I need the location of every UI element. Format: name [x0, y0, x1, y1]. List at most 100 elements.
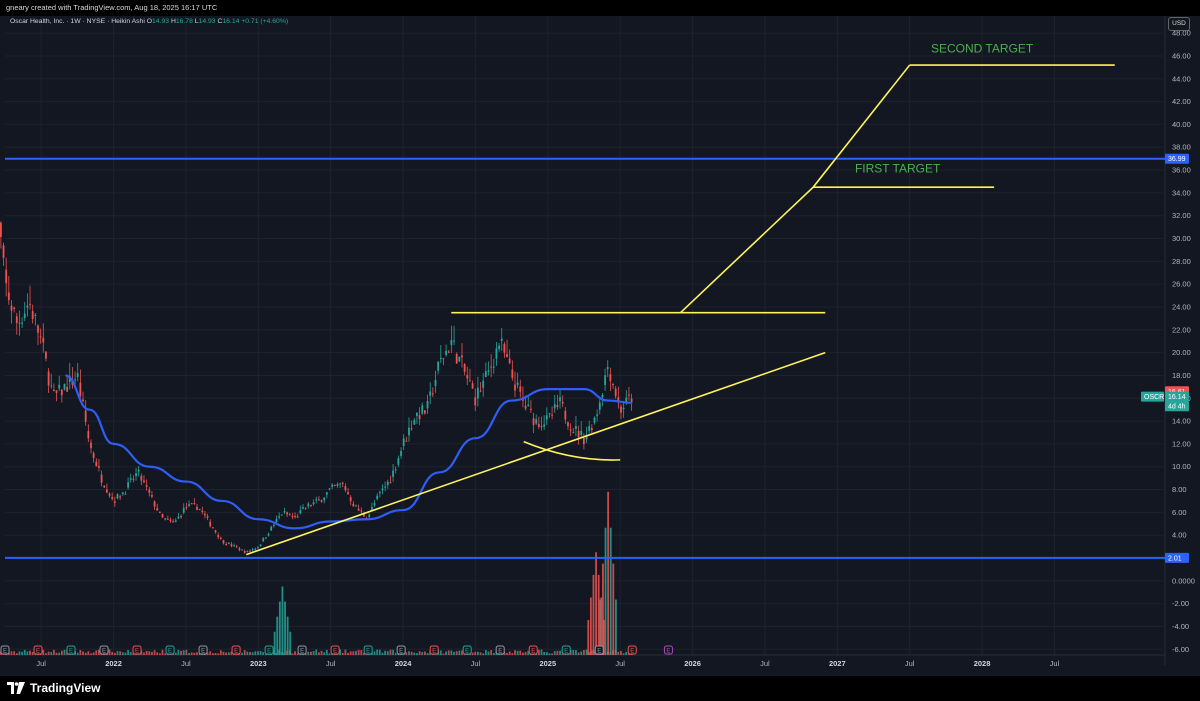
- candle-body: [394, 469, 397, 471]
- volume-bar: [127, 650, 129, 655]
- candle-body: [392, 470, 394, 477]
- earnings-marker[interactable]: [561, 645, 571, 655]
- earnings-marker[interactable]: [528, 645, 538, 655]
- earnings-marker[interactable]: [198, 645, 208, 655]
- candle-body: [620, 406, 622, 413]
- trendline-drawing[interactable]: [245, 351, 826, 556]
- price-tick-label: 44.00: [1172, 74, 1191, 83]
- volume-bar: [572, 649, 575, 655]
- earnings-marker[interactable]: [231, 645, 241, 655]
- candle-body: [66, 387, 69, 392]
- earnings-marker[interactable]: [330, 645, 340, 655]
- volume-bar: [84, 652, 87, 655]
- price-chart[interactable]: 48.00 46.00 44.00 42.00 40.00 38.00 36.00 34.00…: [0, 0, 1200, 676]
- candle-body: [185, 506, 188, 508]
- earnings-marker[interactable]: [363, 645, 373, 655]
- earnings-marker[interactable]: [594, 645, 604, 655]
- price-tick-label: 0.0000: [1172, 576, 1195, 585]
- earnings-marker[interactable]: [33, 645, 43, 655]
- level-price-label: 2.01: [1168, 555, 1182, 562]
- earnings-marker-label: E: [36, 649, 40, 655]
- earnings-marker[interactable]: [396, 645, 406, 655]
- future-earnings-marker[interactable]: [663, 645, 673, 655]
- time-tick-label: 2023: [250, 659, 267, 668]
- earnings-marker-label: E: [399, 649, 403, 655]
- chart-credit-bar: gneary created with TradingView.com, Aug…: [0, 0, 1200, 16]
- volume-bar: [625, 651, 628, 655]
- candle-body: [349, 497, 352, 502]
- volume-spike-bar: [607, 491, 610, 655]
- candle-body: [5, 269, 8, 284]
- time-tick-label: Jul: [36, 659, 46, 668]
- candle-body: [264, 537, 267, 539]
- candle-body: [235, 546, 238, 548]
- volume-bar: [190, 652, 193, 655]
- volume-bar: [291, 653, 294, 655]
- candle-body: [249, 550, 251, 552]
- candle-body: [516, 382, 519, 386]
- earnings-marker[interactable]: [495, 645, 505, 655]
- candle-body: [259, 544, 262, 547]
- candle-body: [585, 435, 588, 440]
- earnings-marker[interactable]: [627, 645, 637, 655]
- volume-bar: [545, 652, 548, 655]
- candle-body: [90, 442, 92, 449]
- candle-body: [376, 495, 379, 499]
- candle-body: [341, 482, 344, 484]
- candle-body: [524, 405, 527, 409]
- footer: TradingView: [0, 676, 1200, 701]
- earnings-marker-label: E: [300, 649, 304, 655]
- earnings-marker[interactable]: [132, 645, 142, 655]
- candle-body: [158, 511, 161, 513]
- earnings-marker[interactable]: [297, 645, 307, 655]
- support-curve-drawing[interactable]: [523, 440, 621, 461]
- price-tick-label: -6.00: [1172, 645, 1189, 654]
- candle-body: [437, 361, 440, 371]
- candle-body: [368, 514, 371, 518]
- earnings-marker[interactable]: [66, 645, 76, 655]
- volume-spike-bar: [604, 527, 607, 655]
- candle-body: [567, 422, 569, 427]
- earnings-marker[interactable]: [99, 645, 109, 655]
- volume-bar: [511, 653, 514, 655]
- candle-body: [310, 505, 312, 507]
- volume-bar: [527, 650, 530, 655]
- earnings-marker[interactable]: [165, 645, 175, 655]
- candle-body: [492, 366, 495, 368]
- earnings-marker[interactable]: [429, 645, 439, 655]
- candle-body: [402, 438, 405, 446]
- candle-body: [614, 388, 617, 397]
- volume-bar: [26, 651, 29, 655]
- candle-body: [445, 350, 447, 355]
- volume-spike-bar: [589, 597, 592, 655]
- price-tick-label: 32.00: [1172, 211, 1191, 220]
- volume-bar: [360, 650, 363, 655]
- earnings-marker[interactable]: [264, 645, 274, 655]
- candle-body: [278, 516, 281, 518]
- volume-spike-bar: [278, 601, 281, 655]
- volume-bar: [15, 653, 18, 655]
- candle-body: [174, 520, 177, 522]
- volume-bar: [55, 652, 58, 655]
- earnings-marker-label: E: [201, 649, 205, 655]
- earnings-marker[interactable]: [462, 645, 472, 655]
- legend-low-label: L: [195, 18, 199, 25]
- volume-spike-bar: [602, 563, 604, 655]
- time-tick-label: 2028: [974, 659, 991, 668]
- price-badge: [1165, 391, 1189, 402]
- symbol-badge-label: OSCR: [1144, 394, 1164, 401]
- earnings-marker[interactable]: [0, 645, 10, 655]
- time-tick-label: 2027: [829, 659, 846, 668]
- candle-body: [100, 474, 103, 483]
- volume-bar: [254, 651, 257, 655]
- volume-bar: [7, 652, 10, 655]
- currency-badge[interactable]: USD: [1168, 17, 1190, 31]
- legend-close-value: 16.14: [222, 18, 241, 25]
- level-price-label: 36.99: [1168, 156, 1186, 163]
- candle-body: [575, 425, 577, 429]
- volume-bar: [373, 651, 376, 655]
- candle-body: [545, 415, 548, 420]
- candle-body: [323, 497, 326, 501]
- volume-bar: [307, 651, 310, 655]
- candle-body: [121, 492, 124, 494]
